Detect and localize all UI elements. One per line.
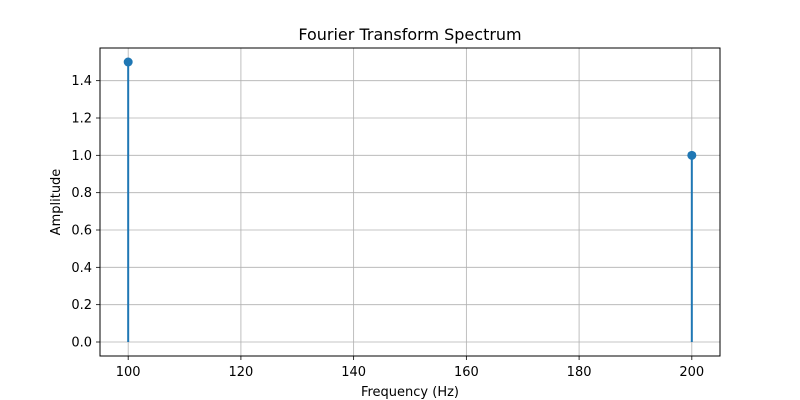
y-tick-label-7: 1.4: [71, 74, 92, 89]
y-tick-label-3: 0.6: [71, 224, 92, 239]
y-tick-label-1: 0.2: [71, 298, 92, 313]
stem-series: [123, 57, 697, 342]
x-axis-label: Frequency (Hz): [361, 385, 459, 400]
stem-marker-0-1: [687, 150, 697, 160]
y-tick-label-6: 1.2: [71, 112, 92, 127]
chart-title: Fourier Transform Spectrum: [298, 25, 521, 44]
x-tick-label-2: 140: [341, 365, 366, 380]
y-axis-label: Amplitude: [49, 169, 64, 236]
ticks: 100 120 140 160 180 200 0.0 0.2 0.4 0.6 0.8 1.0 1.2 1…: [71, 74, 704, 380]
y-tick-label-5: 1.0: [71, 149, 92, 164]
x-tick-label-3: 160: [454, 365, 479, 380]
x-tick-label-1: 120: [228, 365, 253, 380]
y-tick-label-4: 0.8: [71, 186, 92, 201]
plot-frame: [99, 47, 721, 357]
x-tick-label-5: 200: [679, 365, 704, 380]
x-tick-label-4: 180: [567, 365, 592, 380]
x-tick-label-0: 100: [116, 365, 141, 380]
y-tick-label-2: 0.4: [71, 261, 92, 276]
stem-marker-0-0: [123, 57, 133, 67]
y-tick-label-0: 0.0: [71, 336, 92, 351]
